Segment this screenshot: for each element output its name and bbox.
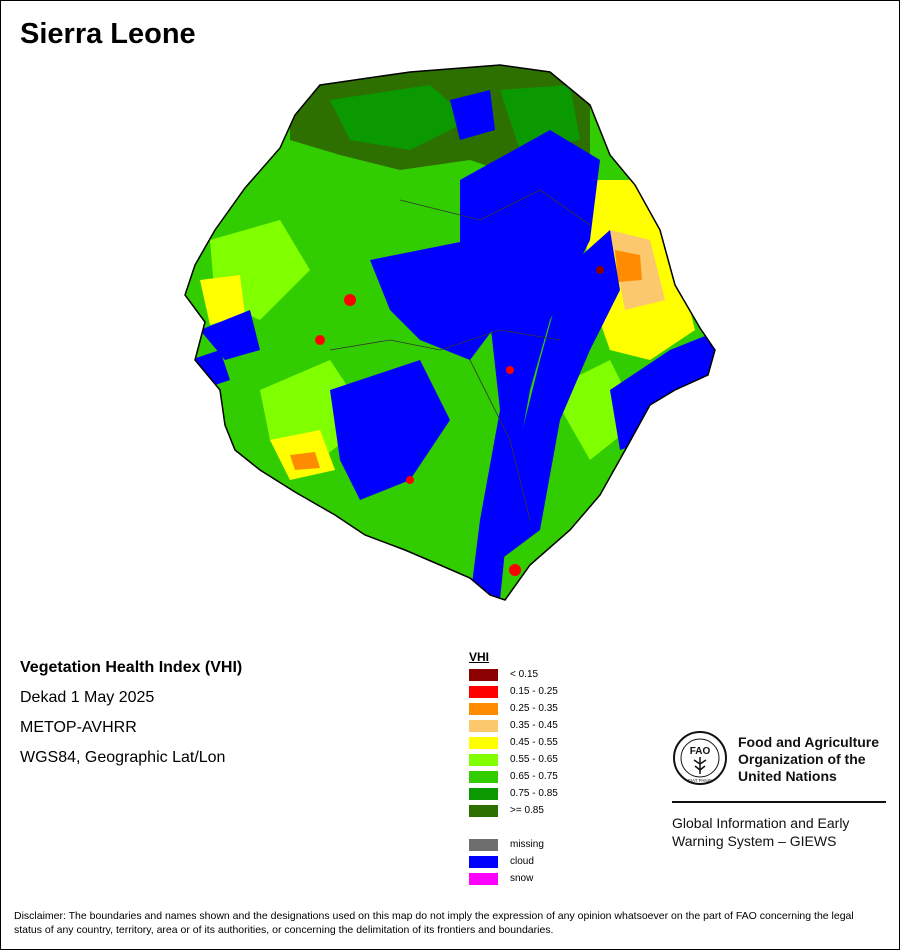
divider <box>672 801 886 803</box>
legend-label: >= 0.85 <box>510 805 544 816</box>
fao-motto: FIAT PANIS <box>688 778 712 783</box>
legend-item: 0.35 - 0.45 <box>469 717 558 734</box>
giews-line: Global Information and Early <box>672 815 850 831</box>
vhi-map <box>184 64 716 601</box>
legend-swatch <box>469 753 498 766</box>
legend-item: 0.55 - 0.65 <box>469 751 558 768</box>
legend-swatch <box>469 685 498 698</box>
map-info: Vegetation Health Index (VHI) Dekad 1 Ma… <box>20 656 242 776</box>
legend-item: cloud <box>469 853 558 870</box>
legend-item: 0.65 - 0.75 <box>469 768 558 785</box>
legend-label: 0.75 - 0.85 <box>510 788 558 799</box>
legend-item: 0.45 - 0.55 <box>469 734 558 751</box>
vhi-raster <box>185 65 715 600</box>
legend-swatch <box>469 872 498 885</box>
legend-label: cloud <box>510 856 534 867</box>
legend-swatch <box>469 770 498 783</box>
legend-label: 0.35 - 0.45 <box>510 720 558 731</box>
legend-swatch <box>469 736 498 749</box>
org-name-line: Organization of the <box>738 751 866 767</box>
district-boundary <box>329 329 561 351</box>
map-title: Sierra Leone <box>20 18 196 50</box>
legend-item: 0.15 - 0.25 <box>469 683 558 700</box>
legend-swatch <box>469 855 498 868</box>
legend-item: snow <box>469 870 558 887</box>
legend: VHI < 0.15 0.15 - 0.25 0.25 - 0.35 0.35 - 0… <box>469 650 558 887</box>
legend-swatch <box>469 838 498 851</box>
org-name-line: United Nations <box>738 768 837 784</box>
sensor-label: METOP-AVHRR <box>20 719 137 736</box>
legend-item: 0.25 - 0.35 <box>469 700 558 717</box>
legend-swatch <box>469 719 498 732</box>
legend-label: 0.55 - 0.65 <box>510 754 558 765</box>
organization-name: Food and Agriculture Organization of the… <box>738 734 879 785</box>
projection-label: WGS84, Geographic Lat/Lon <box>20 749 226 766</box>
legend-label: snow <box>510 873 534 884</box>
legend-item: 0.75 - 0.85 <box>469 785 558 802</box>
legend-item: >= 0.85 <box>469 802 558 819</box>
legend-item: missing <box>469 836 558 853</box>
fao-logo-text: FAO <box>690 746 711 757</box>
org-name-line: Food and Agriculture <box>738 734 880 750</box>
legend-title: VHI <box>469 650 490 664</box>
giews-line: Warning System – GIEWS <box>672 833 837 849</box>
legend-label: < 0.15 <box>510 669 539 680</box>
legend-label: 0.25 - 0.35 <box>510 703 558 714</box>
legend-swatch <box>469 787 498 800</box>
district-boundary <box>399 189 591 226</box>
period-label: Dekad 1 May 2025 <box>20 689 155 706</box>
fao-logo: FAO FIAT PANIS <box>673 731 727 785</box>
disclaimer: Disclaimer: The boundaries and names sho… <box>14 910 854 936</box>
legend-swatch <box>469 668 498 681</box>
legend-label: 0.45 - 0.55 <box>510 737 558 748</box>
legend-item: < 0.15 <box>469 666 558 683</box>
legend-label: 0.15 - 0.25 <box>510 686 558 697</box>
legend-swatch <box>469 804 498 817</box>
legend-label: 0.65 - 0.75 <box>510 771 558 782</box>
legend-swatch <box>469 702 498 715</box>
district-boundary <box>469 359 531 521</box>
index-name: Vegetation Health Index (VHI) <box>20 659 243 676</box>
legend-label: missing <box>510 839 544 850</box>
giews-label: Global Information and Early Warning Sys… <box>672 814 849 850</box>
